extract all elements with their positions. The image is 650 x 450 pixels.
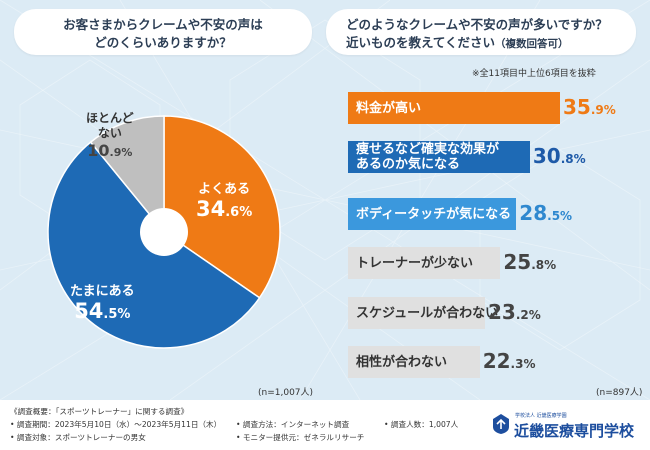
footer-method: • 調査方法：インターネット調査 [236,420,350,429]
footer-people: • 調査人数：1,007人 [384,420,459,429]
pie-slice-0 [163,115,281,299]
bar-label-schedule: スケジュールが合わない [356,305,499,321]
bar-label-aishou: 相性が合わない [356,354,448,370]
bar-value-schedule: 23.2% [488,300,541,324]
right-question-box: どのようなクレームや不安の声が多いですか？ 近いものを教えてください（複数回答可… [326,9,636,55]
right-question-line2: 近いものを教えてください（複数回答可） [346,34,624,53]
footer-target: • 調査対象：スポーツトレーナーの男女 [10,433,146,442]
bar-sample-size: (n=897人) [596,388,643,398]
pie-label-tama-ni-aru-value: 54.5% [74,299,131,323]
bar-kouka-ga-kininaru [348,141,530,173]
pie-label-tama-ni-aru: たまにある 54.5% [70,280,135,327]
bar-value-trainer-sukunai: 25.8% [503,250,557,274]
pie-label-hotondo-nai-line1: ほとんど [86,111,134,125]
pie-label-yoku-aru-text: よくある [198,182,251,197]
pie-chart [47,115,281,349]
bar-trainer-sukunai [348,247,501,279]
pie-label-hotondo-nai: ほとんど ない 10.9% [86,111,134,163]
bar-label-body-touch: ボディータッチが気になる [356,206,512,222]
bar-value-kouka-ga-kininaru: 30.8% [532,144,586,168]
pie-center-hole [140,208,188,256]
left-question-line2: どのくらいありますか？ [94,35,232,50]
bar-label-kouka-ga-kininaru: 痩せるなど確実な効果が あるのか気になる [356,142,500,172]
bar-aishou [348,346,480,378]
bar-label-trainer-sukunai: トレーナーが少ない [356,255,474,271]
footer: 《調査概要：「スポーツトレーナー」に関する調査》 • 調査期間：2023年5月1… [0,400,650,450]
school-logo-icon [493,414,509,434]
left-question-box: お客さまからクレームや不安の声は どのくらいありますか？ [14,9,312,55]
bar-value-ryoukin-ga-takai: 35.9% [563,95,616,119]
bar-schedule [348,297,485,329]
bar-ryoukin-ga-takai [348,92,560,124]
left-question-line1: お客さまからクレームや不安の声は [63,17,263,32]
pie-sample-size: (n=1,007人) [258,388,314,398]
right-question-line1: どのようなクレームや不安の声が多いですか？ [346,17,608,32]
pie-label-yoku-aru: よくある 34.6% [196,178,252,225]
school-subtitle: 学校法人 近畿医療学園 [515,413,567,419]
school-name: 近畿医療専門学校 [514,422,635,440]
footer-overview: 《調査概要：「スポーツトレーナー」に関する調査》 [10,407,189,416]
bar-value-aishou: 22.3% [482,349,536,373]
right-question-line2-sub: （複数回答可） [495,38,569,50]
bar-chart-note: ※全11項目中上位6項目を抜粋 [472,69,596,79]
footer-period: • 調査期間：2023年5月10日（水）～2023年5月11日（木） [10,420,222,429]
pie-slice-2 [89,115,165,235]
bar-body-touch [348,198,517,230]
footer-monitor: • モニター提供元：ゼネラルリサーチ [236,433,365,442]
bar-label-ryoukin-ga-takai: 料金が高い [356,100,422,116]
pie-label-tama-ni-aru-text: たまにある [70,284,135,299]
right-question-line2-main: 近いものを教えてください [346,35,496,50]
pie-label-hotondo-nai-value: 10.9% [87,141,133,160]
bar-value-body-touch: 28.5% [519,201,573,225]
pie-label-hotondo-nai-line2: ない [97,126,122,140]
pie-label-yoku-aru-value: 34.6% [196,197,253,221]
